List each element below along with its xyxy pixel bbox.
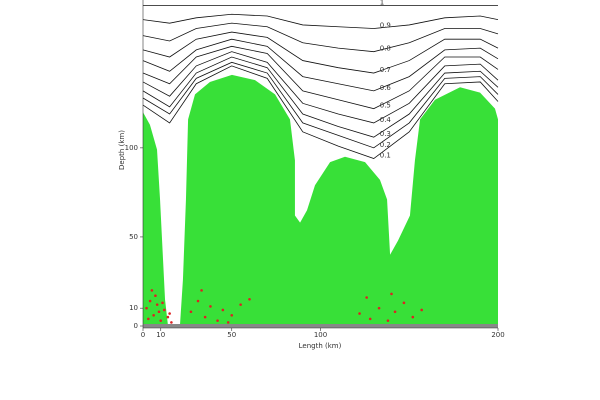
contour-label: 0.9: [380, 22, 391, 30]
red-point: [209, 305, 212, 308]
contour-label: 1: [380, 0, 384, 6]
contour-line: [142, 22, 499, 53]
contour-line: [142, 38, 499, 92]
red-point: [411, 315, 415, 319]
red-point: [226, 321, 230, 324]
contour-label: 0.3: [380, 130, 391, 138]
y-tick-label: 50: [129, 233, 138, 241]
y-tick-label: 10: [129, 304, 138, 312]
red-point: [402, 301, 406, 305]
red-point: [248, 297, 251, 301]
contour-label: 0.2: [380, 141, 391, 149]
contour-line: [142, 45, 499, 110]
contour-line: [142, 51, 499, 124]
red-point: [390, 292, 393, 296]
contour-line: [142, 61, 499, 149]
x-tick-label: 200: [491, 331, 504, 339]
contour-line: [142, 13, 499, 29]
x-tick-label: 50: [227, 331, 236, 339]
contour-label: 0.6: [380, 84, 392, 92]
red-point: [148, 299, 152, 303]
y-tick-label: 0: [134, 322, 138, 330]
red-point: [155, 303, 159, 306]
region-area: [143, 74, 498, 326]
baseline-bar: [143, 324, 498, 328]
red-point: [196, 299, 200, 303]
contour-label: 0.4: [380, 116, 392, 124]
red-point: [239, 303, 242, 306]
red-point: [154, 294, 157, 298]
red-point: [386, 319, 390, 322]
red-point: [145, 306, 148, 310]
x-tick-label: 100: [314, 331, 327, 339]
red-point: [393, 310, 397, 314]
contour-label: 0.8: [380, 45, 391, 53]
contour-label: 0.7: [380, 66, 391, 74]
red-point: [358, 312, 361, 315]
contour-label: 0.1: [380, 152, 391, 160]
red-point: [216, 319, 219, 322]
y-axis-label: Depth (km): [118, 130, 126, 170]
red-point: [221, 308, 225, 312]
red-point: [230, 314, 234, 317]
red-point: [166, 315, 170, 319]
red-point: [200, 289, 203, 292]
red-point: [368, 317, 372, 321]
contour-label: 0.5: [380, 102, 391, 110]
red-point: [161, 301, 164, 305]
red-point: [377, 306, 381, 310]
red-point: [420, 308, 423, 312]
red-point: [147, 317, 150, 321]
red-point: [150, 289, 154, 292]
red-point: [163, 308, 166, 312]
contour-line: [142, 56, 499, 138]
red-point: [157, 310, 161, 314]
y-tick-label: 100: [125, 144, 138, 152]
red-point: [152, 314, 155, 317]
red-point: [170, 321, 173, 324]
contour-line: [142, 31, 499, 74]
x-tick-label: 10: [156, 331, 165, 339]
red-point: [159, 319, 163, 322]
red-point: [365, 296, 368, 299]
red-point: [168, 312, 171, 315]
x-tick-label: 0: [141, 331, 145, 339]
x-axis-label: Length (km): [299, 342, 342, 350]
red-point: [189, 310, 193, 314]
red-point: [203, 315, 207, 319]
contour-line: [142, 65, 499, 159]
